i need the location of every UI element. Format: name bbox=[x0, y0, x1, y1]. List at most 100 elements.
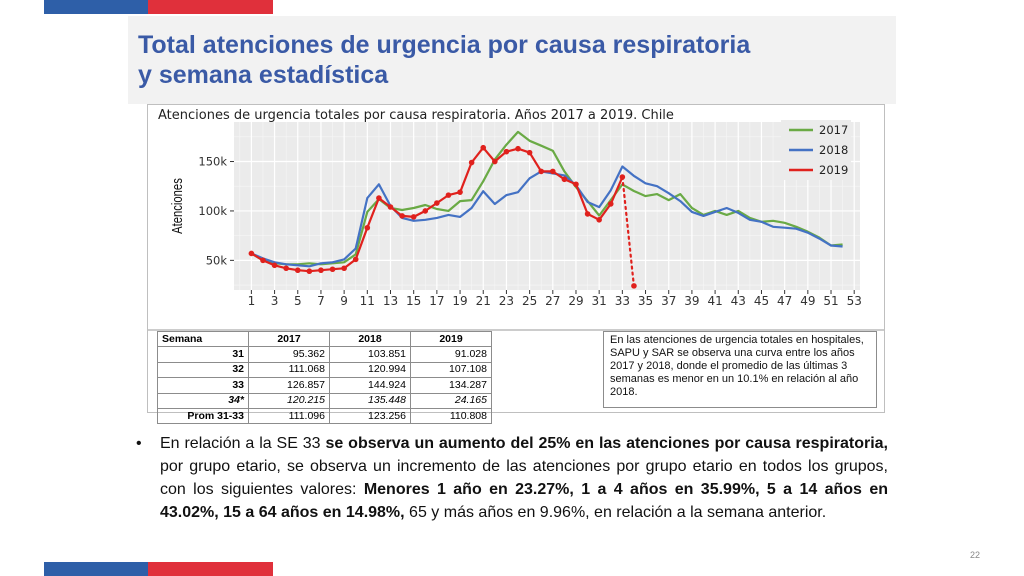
x-tick-label: 53 bbox=[847, 294, 862, 308]
bottom-accent-blue bbox=[44, 562, 148, 576]
table-cell-2017: 120.215 bbox=[248, 392, 330, 409]
x-tick-label: 37 bbox=[661, 294, 676, 308]
table-cell-average-label: Prom 31-33 bbox=[157, 407, 249, 425]
data-point-2019 bbox=[468, 159, 475, 166]
x-tick-label: 9 bbox=[340, 294, 348, 308]
data-point-2019 bbox=[434, 200, 440, 206]
table-cell-week: 34* bbox=[157, 392, 249, 409]
note-text: En las atenciones de urgencia totales en… bbox=[610, 334, 864, 398]
data-point-2019 bbox=[515, 145, 521, 152]
x-tick-label: 51 bbox=[823, 294, 838, 308]
x-tick-label: 25 bbox=[522, 294, 537, 308]
slide-title-line-1: Total atenciones de urgencia por causa r… bbox=[138, 31, 751, 59]
y-tick-label: 50k bbox=[206, 253, 228, 267]
x-tick-label: 11 bbox=[360, 294, 375, 308]
table-header-2017: 2017 bbox=[248, 330, 330, 348]
legend-label-2019: 2019 bbox=[819, 163, 848, 177]
data-point-2019 bbox=[260, 257, 266, 264]
data-point-2019 bbox=[492, 158, 498, 165]
data-point-2019 bbox=[503, 148, 510, 155]
x-tick-label: 39 bbox=[684, 294, 699, 308]
table-row: 34* 120.215 135.448 24.165 bbox=[157, 392, 492, 409]
table-cell-2017: 95.362 bbox=[248, 346, 330, 363]
bottom-accent-bar bbox=[44, 562, 273, 576]
y-axis-label: Atenciones bbox=[168, 178, 185, 234]
data-point-2019 bbox=[631, 283, 637, 289]
y-tick-label: 100k bbox=[198, 204, 227, 218]
data-point-2019 bbox=[410, 214, 417, 220]
x-tick-label: 49 bbox=[800, 294, 815, 308]
data-point-2019 bbox=[341, 265, 347, 272]
table-cell-2019: 107.108 bbox=[410, 361, 492, 379]
table-cell-2018: 103.851 bbox=[329, 346, 411, 363]
table-cell-week: 31 bbox=[157, 346, 249, 363]
x-tick-label: 23 bbox=[499, 294, 514, 308]
data-point-2019 bbox=[526, 149, 533, 156]
table-cell-2019: 110.808 bbox=[410, 407, 492, 425]
data-point-2019 bbox=[399, 213, 405, 219]
bottom-accent-red bbox=[148, 562, 273, 576]
series-line-2019-se-34- bbox=[621, 175, 635, 287]
data-point-2019 bbox=[271, 262, 278, 269]
weekly-stats-table: Semana 2017 2018 2019 31 95.362 103.851 … bbox=[157, 330, 492, 425]
data-point-2019 bbox=[596, 217, 602, 223]
data-point-2019 bbox=[584, 211, 591, 217]
data-point-2019 bbox=[607, 201, 614, 207]
data-point-2019 bbox=[283, 265, 289, 272]
data-point-2019 bbox=[422, 208, 429, 214]
x-tick-label: 27 bbox=[545, 294, 560, 308]
top-accent-bar bbox=[44, 0, 273, 14]
data-point-2019 bbox=[364, 224, 371, 231]
note-box: En las atenciones de urgencia totales en… bbox=[603, 331, 877, 408]
table-cell-2017: 111.068 bbox=[248, 361, 330, 379]
x-tick-label: 33 bbox=[615, 294, 630, 308]
x-tick-label: 15 bbox=[406, 294, 421, 308]
data-point-2019 bbox=[561, 176, 568, 183]
data-point-2019 bbox=[294, 267, 301, 274]
x-tick-label: 45 bbox=[754, 294, 769, 308]
x-tick-label: 43 bbox=[731, 294, 746, 308]
legend-label-2017: 2017 bbox=[819, 123, 848, 137]
bullet-dot: • bbox=[136, 435, 142, 452]
x-tick-label: 7 bbox=[317, 294, 325, 308]
table-cell-2019: 91.028 bbox=[410, 346, 492, 363]
table-cell-2017: 111.096 bbox=[248, 407, 330, 425]
table-cell-2017: 126.857 bbox=[248, 377, 330, 394]
x-tick-label: 17 bbox=[429, 294, 444, 308]
legend-label-2018: 2018 bbox=[819, 143, 848, 157]
bullet-part-1: En relación a la SE 33 bbox=[160, 435, 326, 452]
bullet-part-2: se observa un aumento del 25% en las ate… bbox=[325, 435, 889, 452]
table-header-row: Semana 2017 2018 2019 bbox=[157, 330, 492, 348]
data-point-2019 bbox=[445, 192, 452, 198]
table-header-2019: 2019 bbox=[410, 330, 492, 348]
table-row: 33 126.857 144.924 134.287 bbox=[157, 377, 492, 394]
x-tick-label: 5 bbox=[294, 294, 302, 308]
table-header-semana: Semana bbox=[157, 330, 249, 348]
x-tick-label: 35 bbox=[638, 294, 653, 308]
line-chart: Atenciones de urgencia totales por causa… bbox=[148, 108, 884, 331]
page-number: 22 bbox=[970, 550, 981, 560]
top-accent-red bbox=[148, 0, 273, 14]
x-tick-label: 29 bbox=[568, 294, 583, 308]
bullet-part-3: por grupo etario, se observa un incremen… bbox=[160, 458, 888, 498]
table-cell-week: 32 bbox=[157, 361, 249, 379]
data-point-2019 bbox=[480, 144, 487, 151]
chart-title: Atenciones de urgencia totales por causa… bbox=[158, 108, 674, 123]
series-line-2017 bbox=[250, 130, 843, 266]
table-cell-2018: 120.994 bbox=[329, 361, 411, 379]
table-cell-2019: 24.165 bbox=[410, 392, 492, 409]
data-point-2019 bbox=[549, 168, 556, 175]
data-point-2019 bbox=[538, 168, 545, 175]
x-tick-label: 1 bbox=[248, 294, 256, 308]
data-point-2019 bbox=[329, 266, 336, 273]
x-tick-label: 19 bbox=[452, 294, 467, 308]
table-row: 31 95.362 103.851 91.028 bbox=[157, 346, 492, 363]
data-point-2019 bbox=[573, 181, 579, 188]
table-row: 32 111.068 120.994 107.108 bbox=[157, 361, 492, 379]
data-point-2019 bbox=[376, 195, 382, 201]
x-tick-label: 47 bbox=[777, 294, 792, 308]
bullet-paragraph: • En relación a la SE 33 se observa un a… bbox=[136, 432, 888, 524]
data-point-2019 bbox=[248, 250, 255, 257]
title-box: Total atenciones de urgencia por causa r… bbox=[128, 16, 896, 104]
table-cell-2018: 135.448 bbox=[329, 392, 411, 409]
